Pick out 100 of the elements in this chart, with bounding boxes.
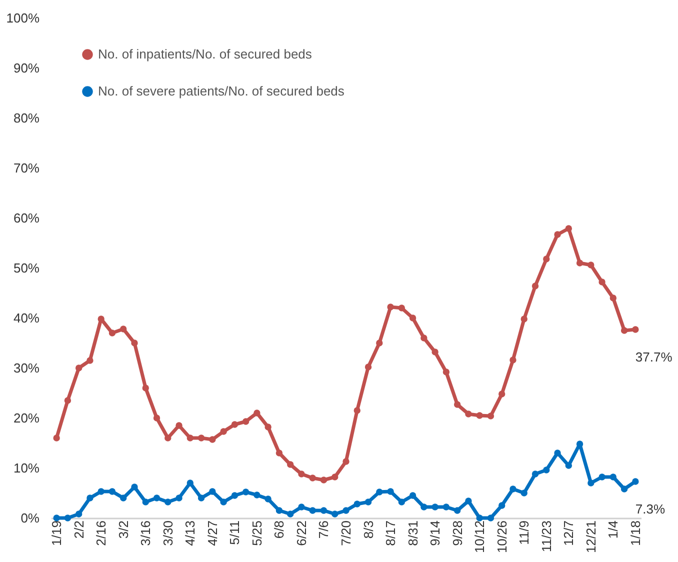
point bbox=[231, 492, 238, 499]
point bbox=[364, 364, 372, 370]
point bbox=[465, 498, 472, 504]
point bbox=[465, 410, 472, 418]
x-tick-label: 2/16 bbox=[94, 520, 109, 546]
y-tick-label: 60% bbox=[13, 210, 40, 226]
point bbox=[64, 514, 72, 522]
point bbox=[398, 498, 406, 506]
point bbox=[487, 412, 494, 420]
y-tick-label: 0% bbox=[20, 510, 40, 526]
point bbox=[286, 510, 294, 518]
x-tick-label: 3/16 bbox=[138, 520, 154, 546]
point bbox=[86, 357, 94, 364]
y-tick-label: 90% bbox=[13, 60, 40, 76]
point bbox=[309, 474, 316, 482]
point bbox=[354, 407, 360, 414]
point bbox=[53, 434, 60, 442]
x-tick-label: 4/27 bbox=[204, 520, 220, 546]
point bbox=[332, 510, 338, 518]
x-tick-label: 10/26 bbox=[494, 520, 510, 554]
point bbox=[198, 434, 205, 442]
x-tick-label: 12/21 bbox=[583, 520, 598, 554]
annotation: 37.7% bbox=[635, 350, 673, 364]
point bbox=[131, 484, 138, 490]
point bbox=[342, 458, 350, 465]
y-tick-label: 80% bbox=[13, 110, 40, 126]
point bbox=[108, 488, 116, 495]
point bbox=[498, 502, 506, 509]
point bbox=[532, 282, 539, 290]
point bbox=[432, 348, 438, 356]
x-tick-label: 7/6 bbox=[316, 520, 332, 539]
y-tick-label: 50% bbox=[13, 260, 40, 276]
x-tick-label: 1/4 bbox=[606, 520, 621, 539]
point bbox=[220, 428, 227, 435]
x-tick-label: 8/3 bbox=[360, 520, 376, 539]
point bbox=[264, 496, 272, 502]
point bbox=[554, 231, 561, 238]
point bbox=[242, 488, 250, 496]
point bbox=[298, 504, 305, 510]
point bbox=[320, 476, 328, 484]
point bbox=[209, 488, 216, 495]
point bbox=[520, 316, 528, 322]
point bbox=[632, 478, 639, 485]
x-tick-label: 1/19 bbox=[49, 520, 64, 546]
x-tick-label: 5/25 bbox=[249, 520, 264, 546]
point bbox=[442, 504, 450, 510]
x-tick-label: 6/22 bbox=[294, 520, 309, 546]
point bbox=[108, 330, 116, 336]
point bbox=[75, 364, 82, 372]
point bbox=[176, 422, 182, 429]
x-tick-label: 7/20 bbox=[338, 520, 354, 546]
point bbox=[510, 486, 516, 492]
point bbox=[398, 304, 406, 312]
point bbox=[276, 450, 283, 456]
point bbox=[487, 514, 494, 522]
point bbox=[520, 490, 528, 496]
point bbox=[120, 326, 127, 332]
point bbox=[420, 334, 428, 342]
point bbox=[64, 397, 72, 404]
point bbox=[454, 401, 461, 408]
point bbox=[86, 494, 94, 502]
point bbox=[142, 384, 149, 392]
x-tick-label: 4/13 bbox=[182, 520, 198, 546]
point bbox=[476, 514, 483, 522]
x-tick-label: 5/11 bbox=[227, 520, 242, 545]
point bbox=[220, 498, 227, 506]
point bbox=[286, 461, 294, 468]
point bbox=[142, 498, 149, 506]
point bbox=[532, 470, 539, 478]
x-tick-label: 12/7 bbox=[561, 520, 576, 546]
point bbox=[332, 474, 338, 480]
point bbox=[276, 507, 283, 514]
y-tick-label: 70% bbox=[13, 160, 40, 176]
y-tick-label: 10% bbox=[13, 460, 40, 476]
x-tick-label: 11/23 bbox=[538, 520, 554, 552]
x-tick-label: 8/17 bbox=[383, 520, 398, 546]
point bbox=[198, 494, 205, 502]
point bbox=[565, 462, 572, 469]
point bbox=[376, 488, 383, 496]
point bbox=[498, 390, 506, 398]
point bbox=[543, 466, 550, 474]
point bbox=[576, 440, 584, 448]
point bbox=[620, 486, 628, 492]
x-tick-label: 8/31 bbox=[405, 520, 420, 546]
point bbox=[254, 492, 260, 498]
point bbox=[432, 504, 438, 510]
point bbox=[254, 410, 260, 416]
point bbox=[387, 488, 394, 495]
point bbox=[186, 434, 194, 442]
point bbox=[543, 256, 550, 262]
point bbox=[442, 368, 450, 376]
x-tick-label: 3/30 bbox=[160, 520, 176, 546]
point bbox=[632, 326, 639, 333]
point bbox=[320, 507, 328, 514]
point bbox=[588, 480, 594, 486]
x-tick-label: 3/2 bbox=[116, 520, 131, 539]
point bbox=[153, 414, 160, 422]
y-tick-label: 30% bbox=[13, 360, 40, 376]
point bbox=[620, 327, 628, 334]
point bbox=[576, 260, 584, 266]
